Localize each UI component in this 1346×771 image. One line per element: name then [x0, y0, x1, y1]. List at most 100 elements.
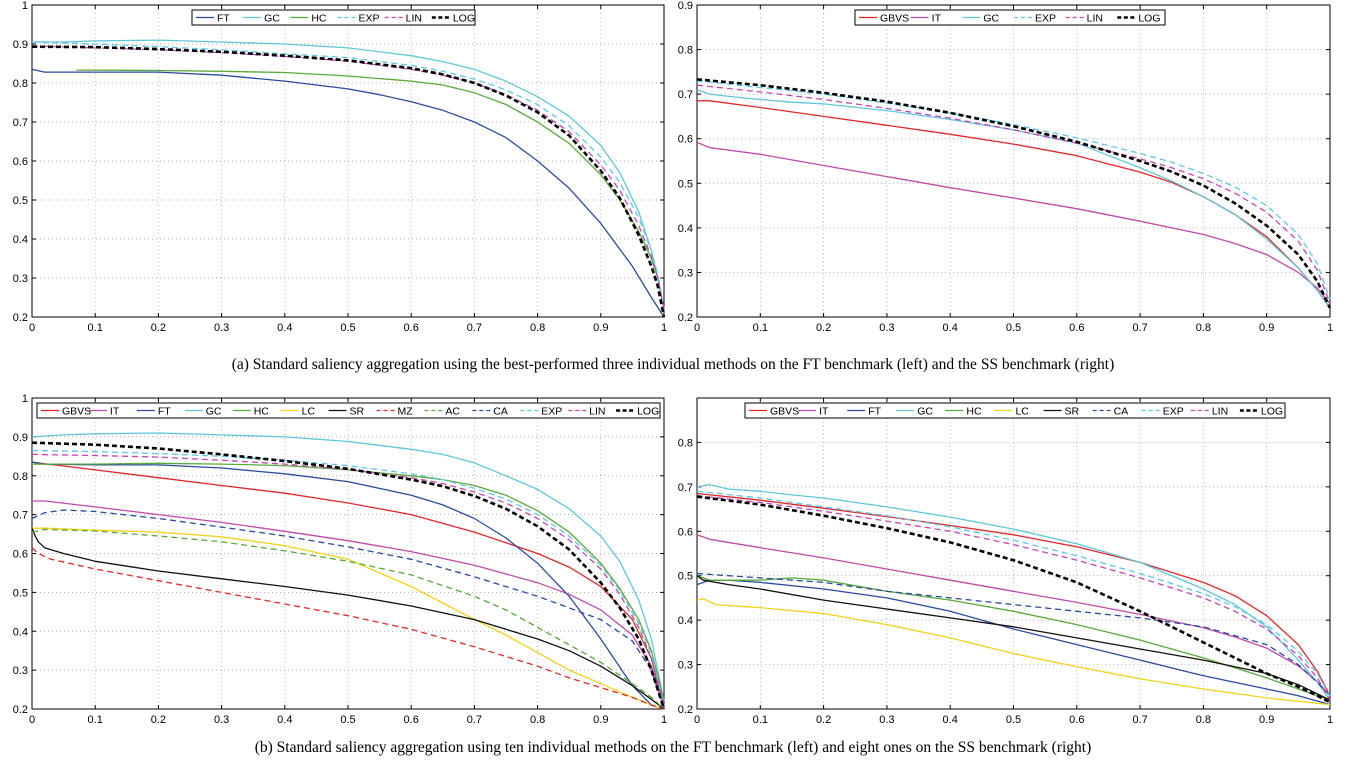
legend-label-gbvs: GBVS: [880, 12, 909, 24]
y-tick-label: 0.6: [13, 156, 28, 168]
x-tick-label: 0.6: [404, 322, 419, 334]
legend-label-lin: LIN: [406, 12, 422, 24]
series-line-exp: [696, 80, 1331, 300]
series-line-log: [696, 495, 1331, 704]
legend-label-lc: LC: [1015, 405, 1029, 417]
series-line-gbvs: [696, 492, 1331, 696]
x-tick-label: 0.3: [879, 714, 894, 726]
x-tick-label: 0.3: [879, 322, 894, 334]
legend-label-exp: EXP: [541, 405, 562, 417]
x-tick-label: 0.2: [151, 714, 166, 726]
legend-label-ft: FT: [217, 12, 230, 24]
legend-box: [36, 402, 661, 419]
legend-label-gc: GC: [264, 12, 280, 24]
series-line-lin: [31, 45, 665, 310]
legend-box: [744, 402, 1286, 419]
legend: FT GC HC EXP LIN LOG: [191, 9, 476, 26]
y-tick-label: 0.9: [13, 432, 28, 444]
legend-label-ft: FT: [158, 405, 171, 417]
x-tick-label: 0.1: [753, 322, 768, 334]
y-tick-label: 0.3: [13, 273, 28, 285]
y-tick-label: 0.5: [678, 178, 693, 190]
series-line-gbvs: [697, 100, 1331, 309]
plot-area: [696, 397, 1331, 710]
y-tick-label: 0.7: [678, 482, 693, 494]
caption-b: (b) Standard saliency aggregation using …: [254, 739, 1092, 756]
legend-label-lin: LIN: [1212, 405, 1228, 417]
x-tick-label: 0.4: [277, 322, 292, 334]
legend: GBVS IT FT GC HC LC SR MZ AC CA EXP LIN LOG: [36, 402, 661, 419]
x-tick-label: 0: [694, 322, 700, 334]
legend-label-mz: MZ: [397, 405, 413, 417]
x-tick-label: 0.1: [88, 714, 103, 726]
legend-label-exp: EXP: [1035, 12, 1056, 24]
series-line-ca: [696, 572, 1331, 697]
x-tick-label: 0.7: [1132, 322, 1147, 334]
legend-label-gbvs: GBVS: [62, 405, 91, 417]
caption-a: (a) Standard saliency aggregation using …: [231, 356, 1115, 373]
x-tick-label: 0.4: [943, 714, 958, 726]
x-tick-label: 0.7: [467, 322, 482, 334]
series-line-ft: [31, 461, 665, 710]
legend-label-hc: HC: [254, 405, 270, 417]
series-line-it: [32, 500, 665, 710]
series-line-exp: [31, 41, 665, 310]
series-line-exp: [696, 490, 1331, 697]
x-tick-label: 0.8: [1196, 714, 1211, 726]
x-tick-label: 1: [661, 322, 667, 334]
y-tick-label: 0.2: [13, 312, 28, 324]
y-tick-label: 0.4: [678, 615, 693, 627]
series-line-log: [31, 45, 666, 318]
y-tick-label: 0.7: [13, 510, 28, 522]
x-tick-label: 0.2: [816, 714, 831, 726]
x-tick-label: 0.1: [753, 714, 768, 726]
legend-box: [854, 9, 1166, 26]
y-tick-label: 0.5: [678, 571, 693, 583]
x-tick-label: 0.6: [1069, 714, 1084, 726]
chart-ss-top: 0 0.1 0.2 0.3 0.4 0.5 0.6 0.7 0.8 0.9 1 0.2 0.3 0.4 0.…: [678, 0, 1333, 334]
legend-label-exp: EXP: [359, 12, 380, 24]
y-tick-label: 1: [22, 393, 28, 405]
legend-label-it: IT: [110, 405, 120, 417]
x-tick-label: 0.3: [214, 322, 229, 334]
series-line-ft: [31, 68, 665, 318]
legend-label-ca: CA: [493, 405, 508, 417]
x-tick-label: 0.8: [530, 322, 545, 334]
legend-label-it: IT: [819, 405, 829, 417]
legend-label-sr: SR: [1065, 405, 1080, 417]
legend-label-gc: GC: [206, 405, 222, 417]
series-line-gc: [31, 432, 665, 702]
series-line-log: [31, 441, 666, 710]
legend-label-it: IT: [932, 12, 942, 24]
x-tick-label: 0.5: [340, 714, 355, 726]
y-tick-label: 0.8: [678, 45, 693, 57]
legend-label-gc: GC: [917, 405, 933, 417]
x-tick-label: 0.6: [1069, 322, 1084, 334]
x-tick-label: 0.9: [593, 322, 608, 334]
x-tick-label: 0.4: [277, 714, 292, 726]
x-tick-label: 0: [694, 714, 700, 726]
series-line-lc: [696, 598, 1331, 706]
series-line-lin: [31, 453, 665, 706]
legend-label-exp: EXP: [1163, 405, 1184, 417]
y-tick-label: 0.8: [678, 437, 693, 449]
y-tick-label: 0.9: [13, 39, 28, 51]
series-line-hc: [76, 69, 665, 310]
x-tick-label: 0.1: [88, 322, 103, 334]
legend-label-hc: HC: [966, 405, 982, 417]
x-tick-label: 0.5: [1006, 714, 1021, 726]
y-tick-label: 0.7: [678, 89, 693, 101]
legend: GBVS IT FT GC HC LC SR CA EXP LIN LOG: [744, 402, 1286, 419]
series-line-exp: [31, 449, 665, 706]
y-tick-label: 0.5: [13, 195, 28, 207]
series-line-it: [696, 141, 1331, 305]
series-line-lin: [696, 495, 1331, 701]
series-line-gc: [32, 39, 665, 310]
x-tick-label: 1: [1327, 714, 1333, 726]
y-tick-label: 0.8: [13, 471, 28, 483]
y-tick-label: 1: [22, 0, 28, 12]
x-tick-label: 0: [29, 322, 35, 334]
x-tick-label: 0.9: [1259, 714, 1274, 726]
series-line-hc: [32, 462, 665, 702]
